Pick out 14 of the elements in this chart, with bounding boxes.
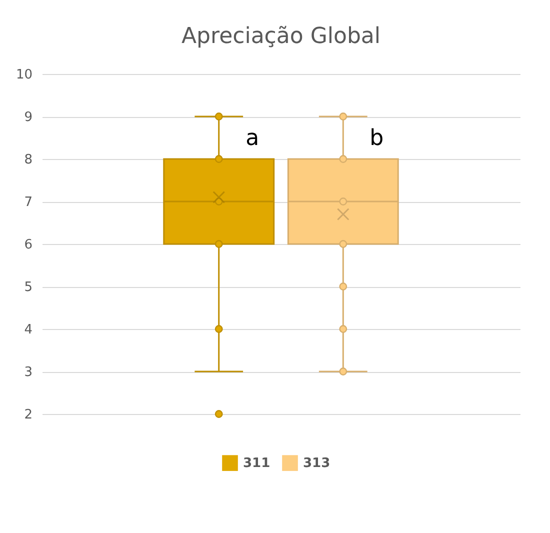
legend-label: 313 [303, 456, 330, 472]
annotation: b [370, 126, 384, 151]
y-tick-label: 3 [24, 365, 32, 380]
y-tick-label: 2 [24, 408, 32, 422]
y-tick-label: 10 [16, 68, 32, 82]
chart-title: Apreciação Global [181, 24, 381, 49]
y-tick-label: 7 [24, 195, 32, 210]
y-tick-label: 9 [24, 110, 32, 125]
y-tick-label: 6 [24, 238, 32, 252]
legend-label: 311 [243, 456, 270, 472]
y-tick-label: 5 [24, 280, 32, 295]
y-tick-label: 8 [24, 152, 32, 168]
y-tick-label: 4 [24, 322, 32, 338]
annotation: a [246, 126, 260, 151]
